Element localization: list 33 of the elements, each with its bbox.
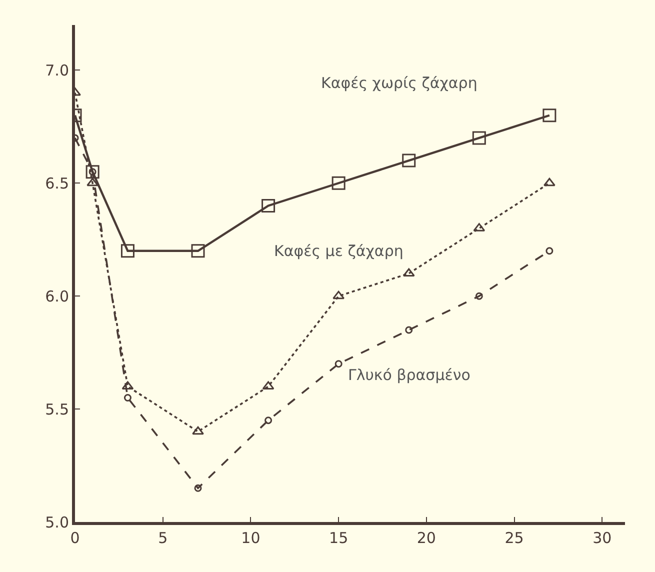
x-tick-label: 0 [70, 529, 80, 547]
point [86, 178, 99, 186]
point [546, 247, 554, 255]
point [124, 394, 132, 402]
point [192, 426, 204, 435]
x-tick-label: 10 [241, 529, 260, 547]
y-tick-label: 6.0 [45, 287, 69, 306]
point [264, 416, 272, 424]
point [120, 244, 134, 258]
x-tick-label: 20 [416, 529, 436, 547]
point [332, 176, 346, 190]
series-label: Γλυκό βρασμένο [348, 366, 470, 384]
point [542, 108, 556, 122]
y-tick-label: 7.0 [45, 61, 69, 80]
point [332, 290, 345, 300]
point [402, 154, 416, 168]
series-label: Καφές με ζάχαρη [274, 242, 404, 260]
point [472, 131, 486, 145]
y-tick-label: 5.0 [45, 513, 69, 532]
y-tick-label: 6.5 [45, 174, 69, 192]
x-tick-label: 30 [592, 529, 612, 547]
x-tick-label: 5 [158, 529, 168, 547]
point [194, 484, 202, 492]
x-tick-label: 15 [329, 529, 348, 547]
point [262, 198, 276, 212]
point [543, 178, 556, 186]
point [191, 244, 205, 258]
point [405, 326, 413, 334]
point [334, 360, 342, 368]
x-tick-label: 25 [504, 529, 524, 547]
y-tick-label: 5.5 [45, 400, 69, 418]
text: Καφές χωρίς ζάχαρη [321, 74, 478, 92]
point [475, 292, 483, 300]
